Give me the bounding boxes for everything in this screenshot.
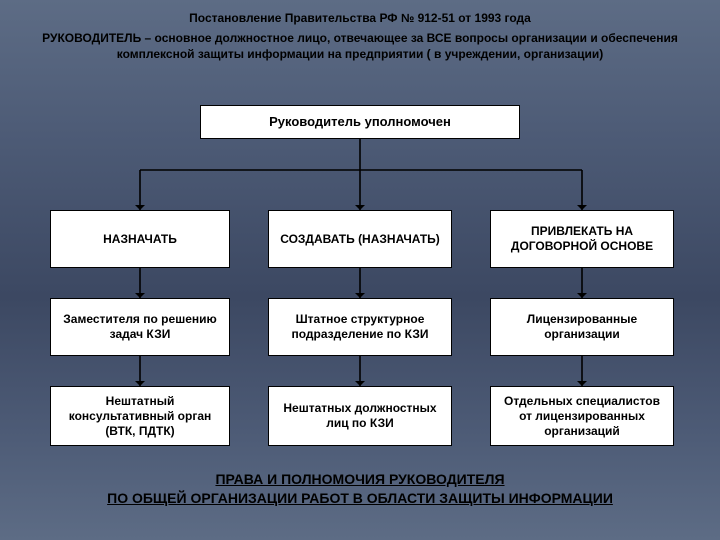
title-line-2: РУКОВОДИТЕЛЬ – основное должностное лицо… bbox=[30, 30, 690, 62]
node-c2a: Штатное структурное подразделение по КЗИ bbox=[268, 298, 452, 356]
node-c1h: НАЗНАЧАТЬ bbox=[50, 210, 230, 268]
title-line-1: Постановление Правительства РФ № 912-51 … bbox=[30, 10, 690, 26]
node-c1a: Заместителя по решению задач КЗИ bbox=[50, 298, 230, 356]
node-c3h: ПРИВЛЕКАТЬ НА ДОГОВОРНОЙ ОСНОВЕ bbox=[490, 210, 674, 268]
footer-block: ПРАВА И ПОЛНОМОЧИЯ РУКОВОДИТЕЛЯ ПО ОБЩЕЙ… bbox=[0, 470, 720, 508]
connectors-svg bbox=[0, 0, 720, 540]
node-root: Руководитель уполномочен bbox=[200, 105, 520, 139]
node-c3b: Отдельных специалистов от лицензированны… bbox=[490, 386, 674, 446]
node-c2b: Нештатных должностных лиц по КЗИ bbox=[268, 386, 452, 446]
footer-line-2: ПО ОБЩЕЙ ОРГАНИЗАЦИИ РАБОТ В ОБЛАСТИ ЗАЩ… bbox=[0, 489, 720, 508]
title-block: Постановление Правительства РФ № 912-51 … bbox=[0, 0, 720, 73]
node-c1b: Нештатный консультативный орган (ВТК, ПД… bbox=[50, 386, 230, 446]
footer-line-1: ПРАВА И ПОЛНОМОЧИЯ РУКОВОДИТЕЛЯ bbox=[0, 470, 720, 489]
node-c2h: СОЗДАВАТЬ (НАЗНАЧАТЬ) bbox=[268, 210, 452, 268]
node-c3a: Лицензированные организации bbox=[490, 298, 674, 356]
